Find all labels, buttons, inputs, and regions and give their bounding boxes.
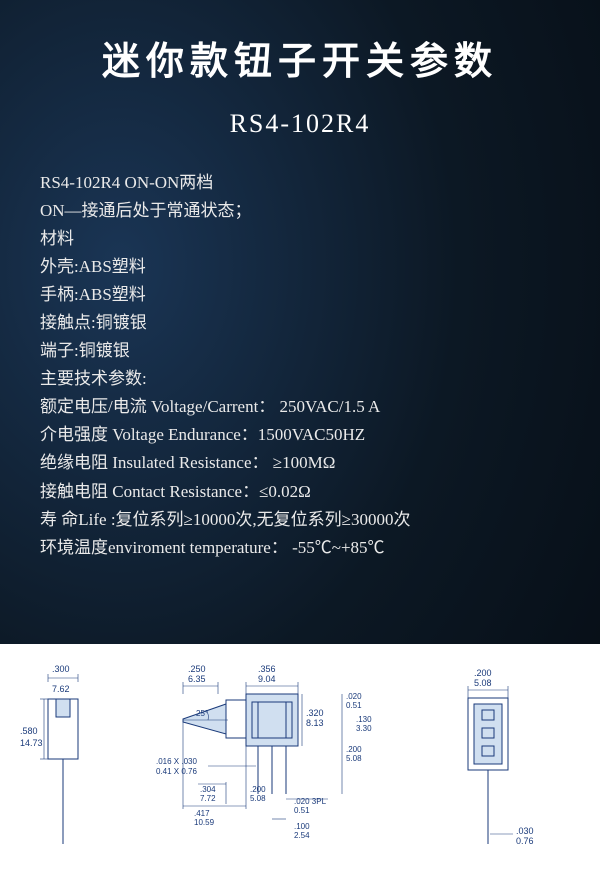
spec-line: 介电强度 Voltage Endurance：1500VAC50HZ — [40, 421, 560, 449]
dim-top-t-in: .030 — [516, 826, 534, 836]
dim-body-h-in: .320 — [306, 708, 324, 718]
dim-d2-mm: 10.59 — [194, 818, 215, 827]
dim-top-w-mm: 5.08 — [474, 678, 492, 688]
dim-t1-mm: 0.41 X 0.76 — [156, 767, 197, 776]
spec-line: 寿 命Life :复位系列≥10000次,无复位系列≥30000次 — [40, 506, 560, 534]
dim-off2-mm: 3.30 — [356, 724, 372, 733]
spec-line: 主要技术参数: — [40, 365, 560, 393]
dim-d3-mm: 5.08 — [250, 794, 266, 803]
spec-line: 接触电阻 Contact Resistance：≤0.02Ω — [40, 478, 560, 506]
dim-t1: .016 X .030 — [156, 757, 197, 766]
model-number: RS4-102R4 — [0, 109, 600, 139]
spec-line: 手柄:ABS塑料 — [40, 281, 560, 309]
dim-d2-in: .417 — [194, 809, 210, 818]
spec-line: 接触点:铜镀银 — [40, 309, 560, 337]
dim-pin-in: .200 — [346, 745, 362, 754]
dim-pinw: .020 3PL — [294, 797, 327, 806]
spec-line: 端子:铜镀银 — [40, 337, 560, 365]
dim-top-t-mm: 0.76 — [516, 836, 534, 846]
dim-body-h-mm: 8.13 — [306, 718, 324, 728]
dim-front-w-in: .300 — [52, 664, 70, 674]
spec-line: 材料 — [40, 225, 560, 253]
spec-line: ON—接通后处于常通状态； — [40, 197, 560, 225]
dim-front-h-in: .580 — [20, 726, 38, 736]
dim-front-h-mm: 14.73 — [20, 738, 43, 748]
dim-pinsp-mm: 2.54 — [294, 831, 310, 840]
spec-line: 绝缘电阻 Insulated Resistance： ≥100MΩ — [40, 449, 560, 477]
page-title: 迷你款钮子开关参数 — [0, 30, 600, 85]
technical-drawing: .300 7.62 .580 14.73 .250 6.35 — [0, 644, 600, 884]
dim-side-top-mm: 6.35 — [188, 674, 206, 684]
spec-list: RS4-102R4 ON-ON两档 ON—接通后处于常通状态； 材料 外壳:AB… — [0, 169, 600, 562]
dim-pinsp-in: .100 — [294, 822, 310, 831]
dim-off1-in: .020 — [346, 692, 362, 701]
dim-pinw-mm: 0.51 — [294, 806, 310, 815]
dim-d1-in: .304 — [200, 785, 216, 794]
dim-off1-mm: 0.51 — [346, 701, 362, 710]
spec-line: 环境温度enviroment temperature： -55℃~+85℃ — [40, 534, 560, 562]
dim-pin-mm: 5.08 — [346, 754, 362, 763]
dim-d3-in: .200 — [250, 785, 266, 794]
spec-line: 额定电压/电流 Voltage/Carrent： 250VAC/1.5 A — [40, 393, 560, 421]
dim-side-top-in: .250 — [188, 664, 206, 674]
dim-d1-mm: 7.72 — [200, 794, 216, 803]
dim-front-w-mm: 7.62 — [52, 684, 70, 694]
spec-line: 外壳:ABS塑料 — [40, 253, 560, 281]
dim-side-front-in: .356 — [258, 664, 276, 674]
dim-side-front-mm: 9.04 — [258, 674, 276, 684]
spec-line: RS4-102R4 ON-ON两档 — [40, 169, 560, 197]
dim-off2-in: .130 — [356, 715, 372, 724]
dim-top-w-in: .200 — [474, 668, 492, 678]
